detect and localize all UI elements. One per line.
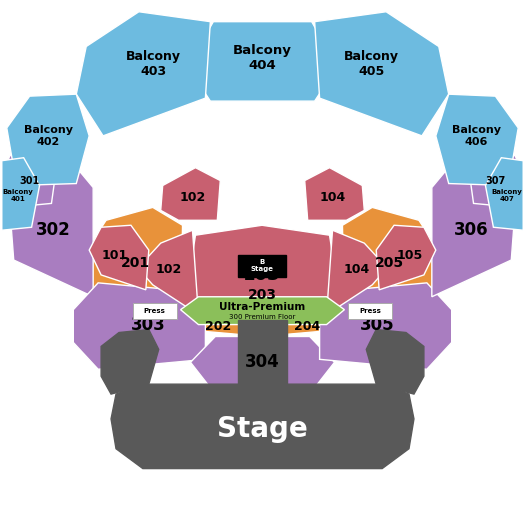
Text: 305: 305 [360,316,394,333]
Text: Balcony
401: Balcony 401 [2,189,33,202]
Text: Balcony
407: Balcony 407 [492,189,523,202]
Polygon shape [2,151,56,207]
Polygon shape [111,384,414,469]
Polygon shape [76,12,211,136]
Polygon shape [327,230,387,314]
Text: 103: 103 [243,266,281,284]
Text: B
Stage: B Stage [250,259,274,272]
Text: 306: 306 [454,221,489,239]
Text: Press: Press [144,308,166,313]
Text: 101: 101 [102,248,128,261]
Polygon shape [376,225,436,290]
Polygon shape [304,167,364,220]
Text: 102: 102 [180,191,206,204]
Polygon shape [187,22,338,101]
FancyBboxPatch shape [133,303,176,319]
Polygon shape [161,167,220,220]
Text: 307: 307 [485,175,506,185]
Polygon shape [191,337,334,394]
Polygon shape [262,320,347,337]
Text: Balcony
403: Balcony 403 [126,50,181,78]
Polygon shape [101,330,159,394]
Polygon shape [178,320,262,337]
Text: 304: 304 [245,353,279,371]
Polygon shape [181,297,344,324]
Text: 301: 301 [19,175,40,185]
Text: Balcony
402: Balcony 402 [24,125,73,146]
Polygon shape [486,158,523,230]
Text: Press: Press [359,308,381,313]
Text: Ultra-Premium: Ultra-Premium [219,302,305,312]
Polygon shape [211,280,314,314]
Text: 201: 201 [121,256,151,270]
Text: 203: 203 [247,288,277,302]
FancyBboxPatch shape [238,255,286,277]
Polygon shape [366,330,424,394]
Polygon shape [469,151,523,207]
Polygon shape [436,94,518,185]
Text: Stage: Stage [217,415,307,443]
Text: 102: 102 [155,264,182,277]
Polygon shape [320,283,452,369]
Polygon shape [185,225,340,320]
Text: 302: 302 [36,221,71,239]
Polygon shape [314,12,449,136]
Polygon shape [432,164,515,297]
Text: 300 Premium Floor: 300 Premium Floor [229,313,295,320]
Polygon shape [10,164,93,297]
Text: 105: 105 [397,248,423,261]
Polygon shape [89,225,149,290]
Polygon shape [83,207,183,320]
Text: Balcony
404: Balcony 404 [233,45,291,72]
Polygon shape [7,94,89,185]
Text: 104: 104 [343,264,370,277]
Polygon shape [138,230,198,314]
Text: 303: 303 [130,316,165,333]
Text: 205: 205 [374,256,404,270]
Polygon shape [238,320,287,384]
Polygon shape [74,283,205,369]
Text: 104: 104 [319,191,345,204]
Text: 202: 202 [205,320,232,333]
FancyBboxPatch shape [349,303,392,319]
Text: 204: 204 [293,320,320,333]
Text: Balcony
405: Balcony 405 [344,50,399,78]
Text: Balcony
406: Balcony 406 [452,125,501,146]
Polygon shape [2,158,39,230]
Polygon shape [342,207,442,320]
